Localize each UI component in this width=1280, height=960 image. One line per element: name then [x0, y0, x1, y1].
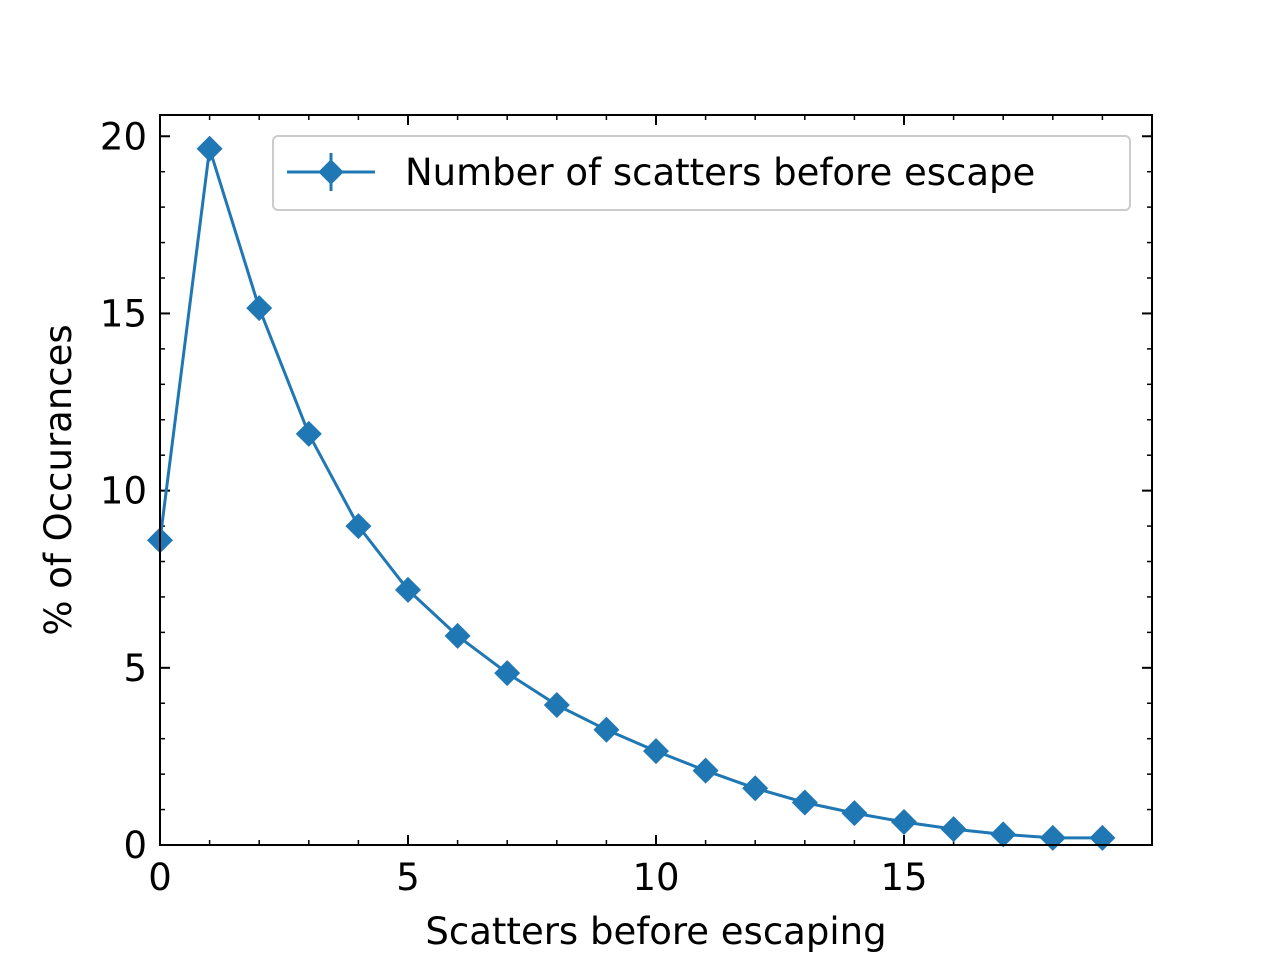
- data-point-marker: [494, 660, 521, 687]
- data-point-marker: [196, 135, 223, 162]
- plot-frame: [159, 114, 1153, 846]
- x-tick-label: 0: [148, 856, 172, 899]
- data-point-marker: [891, 809, 917, 835]
- legend-label: Number of scatters before escape: [405, 151, 1035, 194]
- x-axis-label: Scatters before escaping: [425, 910, 886, 953]
- data-point-marker: [692, 757, 719, 784]
- data-point-marker: [543, 692, 570, 718]
- x-tick-label: 5: [396, 856, 420, 899]
- data-point-marker: [395, 576, 421, 603]
- y-tick-label: 15: [100, 292, 147, 335]
- data-point-marker: [345, 513, 372, 540]
- data-point-marker: [246, 295, 273, 322]
- x-tick-label: 10: [632, 856, 679, 899]
- data-point-marker: [444, 622, 471, 649]
- y-tick-label: 0: [123, 824, 147, 867]
- legend-box: [272, 135, 1131, 211]
- data-point-marker: [643, 738, 669, 765]
- y-tick-label: 20: [100, 115, 147, 158]
- y-tick-labels: 0 5 10 15 20: [100, 115, 147, 867]
- data-point-marker: [841, 800, 868, 827]
- data-point-marker: [593, 716, 620, 743]
- data-point-marker: [295, 420, 322, 447]
- legend: Number of scatters before escape: [272, 135, 1131, 211]
- legend-marker-swatch: [318, 159, 344, 185]
- x-tick-labels: 0 5 10 15: [148, 856, 927, 899]
- data-point-marker: [742, 775, 769, 802]
- data-point-marker: [990, 821, 1017, 848]
- data-point-marker: [940, 816, 967, 843]
- x-tick-label: 15: [880, 856, 927, 899]
- data-point-marker: [791, 789, 818, 816]
- y-tick-label: 5: [123, 647, 147, 690]
- y-tick-label: 10: [100, 470, 147, 513]
- y-axis-label: % of Occurances: [37, 324, 80, 635]
